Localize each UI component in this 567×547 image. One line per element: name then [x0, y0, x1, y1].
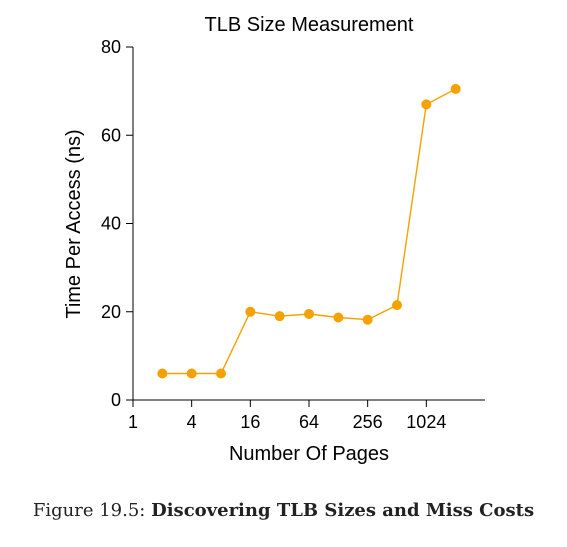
- data-point: [392, 300, 402, 311]
- y-tick-label: 0: [111, 390, 121, 410]
- data-point: [333, 312, 344, 323]
- tlb-chart: TLB Size Measurement 1 4 16 64 256 1024 0 20 40 6…: [63, 14, 485, 465]
- data-point: [304, 308, 314, 319]
- x-tick-label: 64: [299, 412, 319, 432]
- data-point: [421, 99, 432, 110]
- data-point: [245, 306, 256, 317]
- caption-label: Figure 19.5:: [32, 500, 146, 521]
- data-point: [157, 368, 168, 379]
- x-tick-label: 1024: [406, 412, 446, 432]
- chart-title: TLB Size Measurement: [205, 14, 414, 36]
- figure-caption: Figure 19.5: Discovering TLB Sizes and M…: [0, 500, 567, 521]
- data-point: [274, 311, 285, 322]
- x-tick-label: 1: [128, 412, 138, 432]
- y-tick-label: 20: [101, 302, 121, 322]
- series-line: [162, 88, 457, 375]
- caption-text: Discovering TLB Sizes and Miss Costs: [151, 500, 535, 521]
- x-axis-label: Number Of Pages: [229, 443, 389, 465]
- y-tick-label: 40: [101, 214, 121, 234]
- data-point: [216, 368, 226, 379]
- data-point: [186, 368, 197, 379]
- x-tick-label: 4: [187, 412, 197, 432]
- plot-area: 1 4 16 64 256 1024 0 20 40 60 80: [101, 37, 485, 432]
- data-point: [362, 314, 373, 325]
- y-tick-label: 80: [101, 37, 121, 57]
- x-tick-label: 256: [353, 412, 383, 432]
- x-tick-label: 16: [240, 412, 260, 432]
- y-axis-label: Time Per Access (ns): [63, 129, 85, 318]
- data-point: [450, 83, 461, 94]
- y-tick-label: 60: [101, 125, 121, 145]
